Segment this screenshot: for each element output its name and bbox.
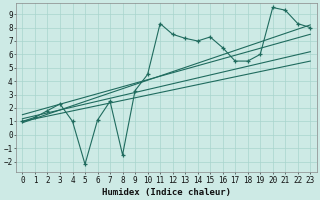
X-axis label: Humidex (Indice chaleur): Humidex (Indice chaleur) <box>102 188 231 197</box>
